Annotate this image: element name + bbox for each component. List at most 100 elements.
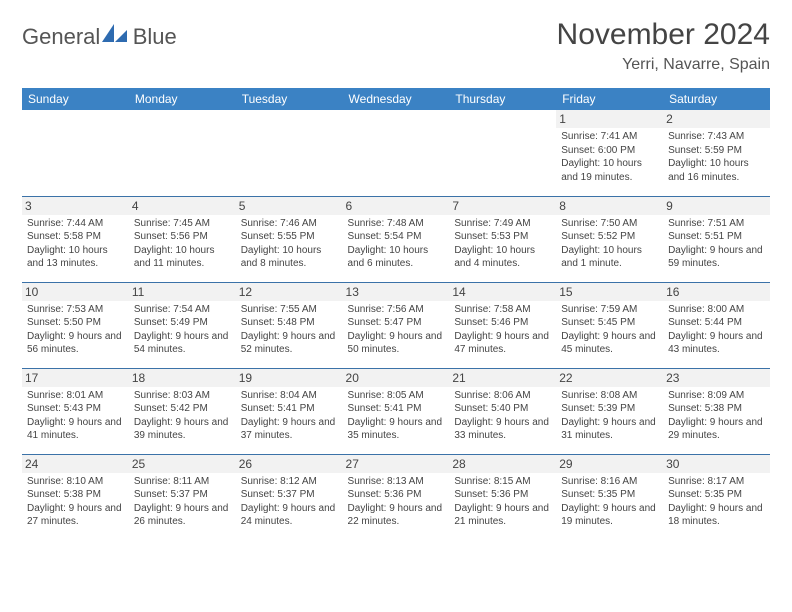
calendar-cell: 27Sunrise: 8:13 AMSunset: 5:36 PMDayligh… <box>343 454 450 540</box>
sail-icon <box>102 24 128 49</box>
day-number: 8 <box>556 197 663 215</box>
title-block: November 2024 Yerri, Navarre, Spain <box>557 18 770 74</box>
daylight-line: Daylight: 9 hours and 54 minutes. <box>134 330 231 357</box>
sunset-line: Sunset: 5:44 PM <box>668 316 765 330</box>
calendar-body: 1Sunrise: 7:41 AMSunset: 6:00 PMDaylight… <box>22 110 770 540</box>
sunset-line: Sunset: 5:51 PM <box>668 230 765 244</box>
day-number: 30 <box>663 455 770 473</box>
calendar-cell: 7Sunrise: 7:49 AMSunset: 5:53 PMDaylight… <box>449 196 556 282</box>
calendar-cell: 29Sunrise: 8:16 AMSunset: 5:35 PMDayligh… <box>556 454 663 540</box>
sunset-line: Sunset: 5:45 PM <box>561 316 658 330</box>
weekday-header: Tuesday <box>236 88 343 110</box>
sunset-line: Sunset: 5:36 PM <box>348 488 445 502</box>
sunrise-line: Sunrise: 7:50 AM <box>561 217 658 231</box>
sunset-line: Sunset: 5:53 PM <box>454 230 551 244</box>
sunrise-line: Sunrise: 8:09 AM <box>668 389 765 403</box>
day-number: 10 <box>22 283 129 301</box>
day-number: 29 <box>556 455 663 473</box>
day-number: 13 <box>343 283 450 301</box>
daylight-line: Daylight: 9 hours and 50 minutes. <box>348 330 445 357</box>
daylight-line: Daylight: 10 hours and 13 minutes. <box>27 244 124 271</box>
sunrise-line: Sunrise: 8:16 AM <box>561 475 658 489</box>
weekday-header: Saturday <box>663 88 770 110</box>
weekday-header: Sunday <box>22 88 129 110</box>
calendar-cell: 9 Sunrise: 7:51 AMSunset: 5:51 PMDaylight… <box>663 196 770 282</box>
sunrise-line: Sunrise: 7:44 AM <box>27 217 124 231</box>
daylight-line: Daylight: 9 hours and 52 minutes. <box>241 330 338 357</box>
daylight-line: Daylight: 9 hours and 59 minutes. <box>668 244 765 271</box>
day-number: 1 <box>556 110 663 128</box>
calendar-cell: 21Sunrise: 8:06 AMSunset: 5:40 PMDayligh… <box>449 368 556 454</box>
daylight-line: Daylight: 10 hours and 6 minutes. <box>348 244 445 271</box>
sunrise-line: Sunrise: 7:56 AM <box>348 303 445 317</box>
daylight-line: Daylight: 9 hours and 41 minutes. <box>27 416 124 443</box>
daylight-line: Daylight: 10 hours and 16 minutes. <box>668 157 765 184</box>
sunrise-line: Sunrise: 7:54 AM <box>134 303 231 317</box>
sunrise-line: Sunrise: 8:11 AM <box>134 475 231 489</box>
sunrise-line: Sunrise: 8:00 AM <box>668 303 765 317</box>
sunset-line: Sunset: 5:41 PM <box>241 402 338 416</box>
calendar-cell <box>22 110 129 196</box>
sunset-line: Sunset: 5:47 PM <box>348 316 445 330</box>
sunset-line: Sunset: 5:54 PM <box>348 230 445 244</box>
calendar-cell: 28Sunrise: 8:15 AMSunset: 5:36 PMDayligh… <box>449 454 556 540</box>
calendar-cell: 3 Sunrise: 7:44 AMSunset: 5:58 PMDaylight… <box>22 196 129 282</box>
daylight-line: Daylight: 9 hours and 39 minutes. <box>134 416 231 443</box>
day-number: 19 <box>236 369 343 387</box>
daylight-line: Daylight: 9 hours and 29 minutes. <box>668 416 765 443</box>
sunset-line: Sunset: 5:41 PM <box>348 402 445 416</box>
sunset-line: Sunset: 5:37 PM <box>134 488 231 502</box>
sunset-line: Sunset: 5:58 PM <box>27 230 124 244</box>
calendar-cell: 20Sunrise: 8:05 AMSunset: 5:41 PMDayligh… <box>343 368 450 454</box>
daylight-line: Daylight: 9 hours and 26 minutes. <box>134 502 231 529</box>
sunrise-line: Sunrise: 7:51 AM <box>668 217 765 231</box>
sunrise-line: Sunrise: 8:10 AM <box>27 475 124 489</box>
day-number: 9 <box>663 197 770 215</box>
location-label: Yerri, Navarre, Spain <box>557 56 770 74</box>
day-number: 7 <box>449 197 556 215</box>
day-number: 5 <box>236 197 343 215</box>
month-title: November 2024 <box>557 18 770 52</box>
calendar-cell: 8Sunrise: 7:50 AMSunset: 5:52 PMDaylight… <box>556 196 663 282</box>
sunrise-line: Sunrise: 8:12 AM <box>241 475 338 489</box>
sunrise-line: Sunrise: 8:03 AM <box>134 389 231 403</box>
sunset-line: Sunset: 5:37 PM <box>241 488 338 502</box>
daylight-line: Daylight: 9 hours and 33 minutes. <box>454 416 551 443</box>
sunrise-line: Sunrise: 8:15 AM <box>454 475 551 489</box>
sunrise-line: Sunrise: 7:59 AM <box>561 303 658 317</box>
calendar-cell: 19Sunrise: 8:04 AMSunset: 5:41 PMDayligh… <box>236 368 343 454</box>
sunset-line: Sunset: 5:49 PM <box>134 316 231 330</box>
day-number: 14 <box>449 283 556 301</box>
brand-general: General <box>22 24 100 49</box>
day-number: 27 <box>343 455 450 473</box>
sunrise-line: Sunrise: 7:41 AM <box>561 130 658 144</box>
sunset-line: Sunset: 5:43 PM <box>27 402 124 416</box>
calendar-cell: 15Sunrise: 7:59 AMSunset: 5:45 PMDayligh… <box>556 282 663 368</box>
sunset-line: Sunset: 5:35 PM <box>668 488 765 502</box>
sunrise-line: Sunrise: 7:48 AM <box>348 217 445 231</box>
weekday-header: Monday <box>129 88 236 110</box>
sunset-line: Sunset: 5:46 PM <box>454 316 551 330</box>
sunset-line: Sunset: 5:35 PM <box>561 488 658 502</box>
calendar-row: 24Sunrise: 8:10 AMSunset: 5:38 PMDayligh… <box>22 454 770 540</box>
daylight-line: Daylight: 9 hours and 47 minutes. <box>454 330 551 357</box>
daylight-line: Daylight: 10 hours and 11 minutes. <box>134 244 231 271</box>
day-number: 12 <box>236 283 343 301</box>
calendar-cell: 17Sunrise: 8:01 AMSunset: 5:43 PMDayligh… <box>22 368 129 454</box>
daylight-line: Daylight: 9 hours and 43 minutes. <box>668 330 765 357</box>
sunset-line: Sunset: 5:39 PM <box>561 402 658 416</box>
sunset-line: Sunset: 5:42 PM <box>134 402 231 416</box>
day-number: 25 <box>129 455 236 473</box>
brand-blue: Blue <box>133 24 177 49</box>
sunrise-line: Sunrise: 7:58 AM <box>454 303 551 317</box>
day-number: 6 <box>343 197 450 215</box>
calendar-cell: 14 Sunrise: 7:58 AMSunset: 5:46 PMDayligh… <box>449 282 556 368</box>
daylight-line: Daylight: 9 hours and 22 minutes. <box>348 502 445 529</box>
sunset-line: Sunset: 5:36 PM <box>454 488 551 502</box>
weekday-header: Wednesday <box>343 88 450 110</box>
calendar-cell: 10Sunrise: 7:53 AMSunset: 5:50 PMDayligh… <box>22 282 129 368</box>
sunrise-line: Sunrise: 8:06 AM <box>454 389 551 403</box>
calendar-cell: 16Sunrise: 8:00 AMSunset: 5:44 PMDayligh… <box>663 282 770 368</box>
day-number: 3 <box>22 197 129 215</box>
day-number: 17 <box>22 369 129 387</box>
